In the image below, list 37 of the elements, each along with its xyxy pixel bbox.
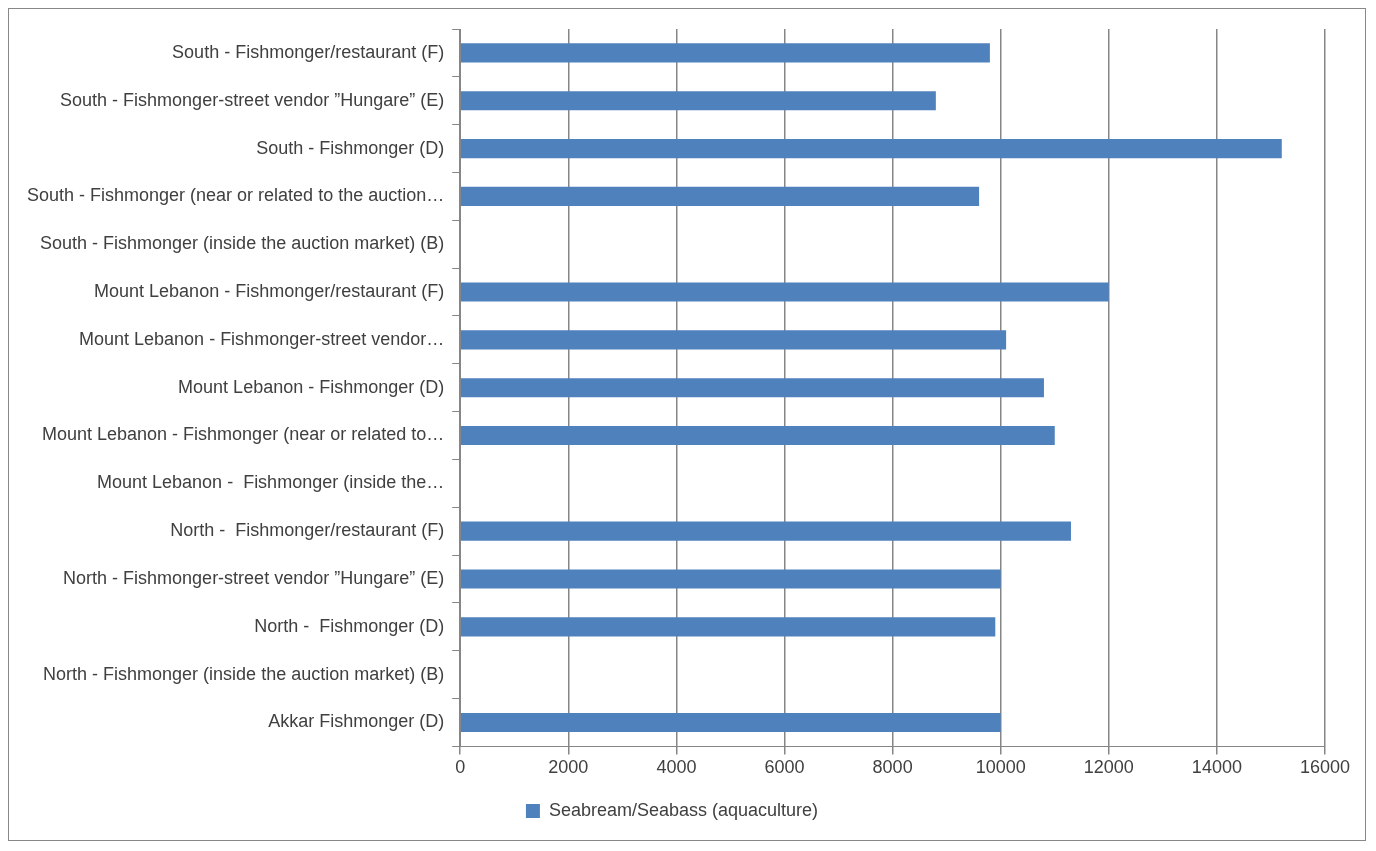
x-tick-label: 16000 <box>1299 757 1351 778</box>
x-tick-label: 10000 <box>975 757 1026 778</box>
y-tick-label: Mount Lebanon - Fishmonger (near or related to… <box>42 424 445 445</box>
y-tick-label: Mount Lebanon - Fishmonger (D) <box>178 376 445 397</box>
y-tick-label: North - Fishmonger (D) <box>254 615 445 636</box>
bar <box>460 425 1055 446</box>
bar <box>460 712 1001 733</box>
x-tick-label: 14000 <box>1191 757 1242 778</box>
legend-label: Seabream/Seabass (aquaculture) <box>548 799 819 820</box>
y-tick-label: Mount Lebanon - Fishmonger (inside the… <box>97 472 445 493</box>
bar <box>460 521 1071 541</box>
y-tick-label: South - Fishmonger-street vendor ”Hungare” (E) <box>60 89 445 110</box>
y-tick-label: Mount Lebanon - Fishmonger/restaurant (F) <box>94 281 445 302</box>
x-tick-label: 12000 <box>1083 757 1134 778</box>
y-tick-label: Mount Lebanon - Fishmonger-street vendor… <box>79 328 445 349</box>
y-tick-label: South - Fishmonger (near or related to the auction… <box>27 185 445 206</box>
bar <box>460 282 1109 302</box>
y-tick-label: North - Fishmonger/restaurant (F) <box>170 520 445 541</box>
bar <box>460 43 990 63</box>
x-tick-label: 6000 <box>764 757 805 778</box>
bar <box>460 139 1282 159</box>
x-tick-label: 4000 <box>656 757 697 778</box>
y-tick-label: Akkar Fishmonger (D) <box>268 711 445 732</box>
y-tick-label: North - Fishmonger-street vendor ”Hungare” (E) <box>63 567 445 588</box>
bar <box>460 617 996 637</box>
x-tick-label: 8000 <box>872 757 913 778</box>
y-tick-label: South - Fishmonger (inside the auction market) (B) <box>40 233 445 254</box>
y-tick-label: South - Fishmonger/restaurant (F) <box>172 41 445 62</box>
y-tick-label: South - Fishmonger (D) <box>256 137 445 158</box>
bar <box>460 330 1007 350</box>
x-tick-label: 0 <box>455 757 466 778</box>
bar <box>460 378 1044 398</box>
bar <box>460 186 980 206</box>
bar <box>460 569 1001 589</box>
bar <box>460 91 936 111</box>
y-tick-label: North - Fishmonger (inside the auction market) (B) <box>43 663 445 684</box>
x-tick-label: 2000 <box>548 757 589 778</box>
